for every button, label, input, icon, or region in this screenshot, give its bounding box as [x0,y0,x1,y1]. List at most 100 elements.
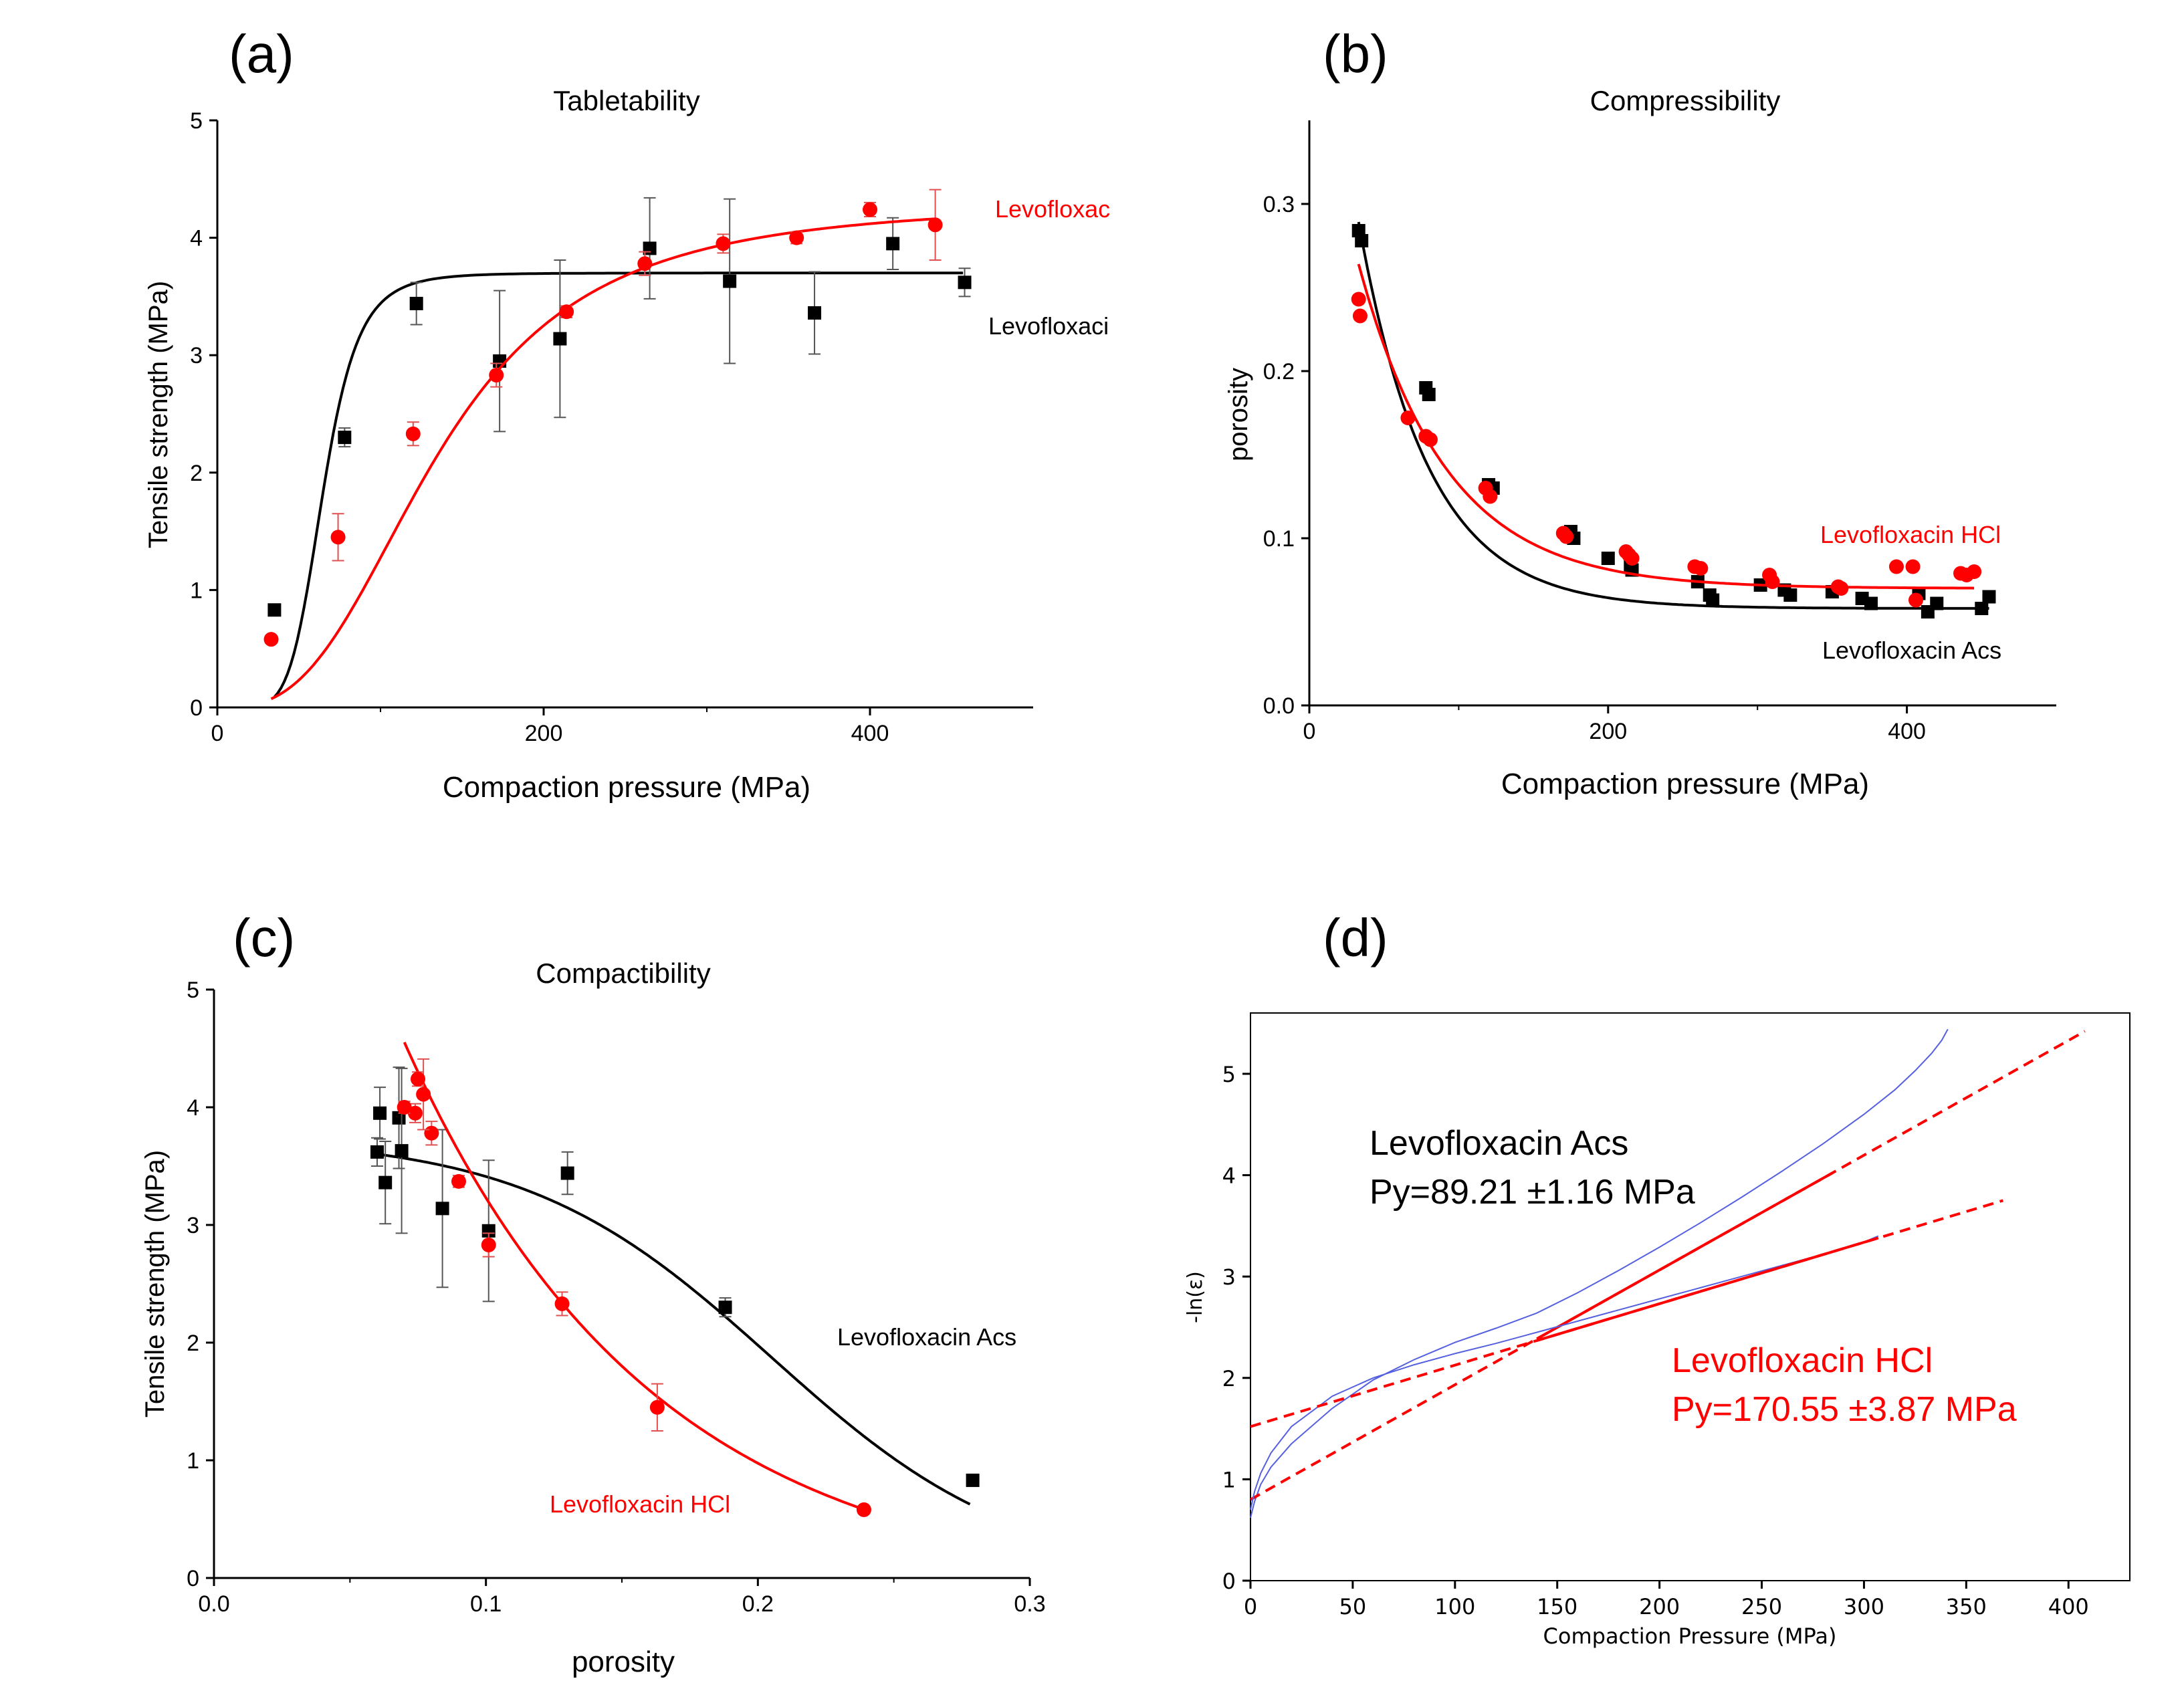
annotation-levofloxacin-acs: Levofloxacin Acs [1370,1124,1628,1163]
x-tick-label: 350 [1946,1594,1987,1619]
x-tick-label: 200 [1589,719,1627,744]
panel-label-c: (c) [233,908,295,968]
fit-curve [270,217,934,700]
x-tick-label: 400 [2048,1594,2089,1619]
y-tick-label: 0.3 [1263,192,1295,217]
data-point [405,426,421,441]
data-point [451,1173,466,1189]
data-point [1400,411,1416,425]
y-tick-label: 3 [190,343,203,368]
y-axis-label: Tensile strength (MPa) [144,281,173,548]
legend-label-levofloxac: Levofloxac [995,195,1110,223]
y-tick-label: 4 [1222,1163,1236,1189]
fit-curve [376,1153,971,1506]
y-tick-label: 0 [190,695,203,721]
x-axis-label: Compaction Pressure (MPa) [1543,1623,1837,1649]
data-point [554,1296,570,1311]
x-tick-label: 0 [1244,1594,1257,1619]
data-point [411,1071,425,1087]
data-point [649,1399,665,1415]
data-point [716,236,731,251]
fit-curve [1357,263,1975,590]
y-tick-label: 4 [190,226,203,251]
annotation-py-acs: Py=89.21 ±1.16 MPa [1370,1173,1695,1212]
data-point [378,1175,393,1190]
annotation-py-hcl: Py=170.55 ±3.87 MPa [1672,1390,2017,1429]
x-tick-label: 100 [1434,1594,1475,1619]
data-point [1834,581,1849,596]
data-point [958,275,972,290]
fit-curve [403,1041,862,1510]
data-point [1601,552,1615,565]
data-point [330,530,346,545]
y-tick-label: 0 [1222,1569,1236,1594]
heckel-fit-solid [1536,1171,1834,1341]
data-point [1783,588,1797,602]
data-point [1905,559,1921,574]
data-point [407,1105,423,1121]
y-axis-label: -ln(ε) [1184,1271,1207,1323]
data-point [1908,592,1924,608]
panel-label-a: (a) [229,24,294,84]
data-point [1967,564,1982,579]
data-point [553,332,567,346]
data-point [416,1087,431,1102]
chart-title: Compressibility [1590,85,1781,116]
y-tick-label: 1 [1222,1467,1236,1492]
y-tick-label: 5 [1222,1062,1236,1087]
data-point [1975,602,1989,615]
x-tick-label: 0 [211,721,224,746]
data-point [338,431,352,445]
x-axis-label: Compaction pressure (MPa) [443,771,810,804]
data-point [395,1144,409,1158]
legend-label-levofloxaci: Levofloxaci [988,312,1109,340]
data-point [1422,388,1436,401]
y-tick-label: 0.1 [1263,526,1295,552]
data-point [409,296,423,310]
x-tick-label: 0.0 [198,1591,229,1617]
heckel-curve [1250,1235,1879,1510]
data-point [1559,529,1574,544]
y-axis-label: Tensile strength (MPa) [140,1150,170,1418]
y-tick-label: 1 [187,1448,199,1474]
legend-label-levofloxacin-acs: Levofloxacin Acs [1822,637,2001,664]
y-tick-label: 0 [187,1566,199,1591]
data-point [435,1202,449,1216]
data-point [863,202,877,217]
data-point [1352,308,1368,324]
fit-curve [1357,221,1989,610]
data-point [397,1100,412,1115]
data-point [493,354,507,368]
x-tick-label: 0.2 [742,1591,774,1617]
annotation-levofloxacin-hcl: Levofloxacin HCl [1672,1341,1933,1380]
plot-frame [1250,1012,2131,1581]
data-point [1355,234,1369,247]
x-tick-label: 300 [1844,1594,1884,1619]
x-tick-label: 400 [851,721,889,746]
data-point [263,632,279,647]
data-point [1351,292,1366,307]
data-point [723,274,737,288]
data-point [370,1145,384,1159]
panel-label-d: (d) [1323,908,1388,968]
legend-label-levofloxacin-hcl: Levofloxacin HCl [550,1490,730,1518]
y-tick-label: 4 [187,1095,199,1121]
x-tick-label: 400 [1888,719,1926,744]
chart-heckel-plot: Compaction Pressure (MPa) -ln(ε) 0 50 100 1… [1184,1012,2131,1649]
panel-label-b: (b) [1323,24,1388,84]
data-point [1693,561,1709,576]
y-tick-label: 2 [187,1331,199,1356]
data-point [1422,432,1438,447]
heckel-fit-solid [1536,1236,1879,1342]
data-point [1982,590,1996,604]
data-point [1483,489,1498,504]
x-tick-label: 150 [1537,1594,1577,1619]
chart-title: Compactibility [536,957,710,989]
x-tick-label: 0.1 [470,1591,502,1617]
x-axis-label: porosity [572,1646,675,1678]
data-point [927,217,943,233]
data-point [1888,559,1904,574]
x-tick-label: 0.3 [1014,1591,1045,1617]
chart-compactibility: Compactibility porosity Tensile strength… [140,957,1046,1678]
